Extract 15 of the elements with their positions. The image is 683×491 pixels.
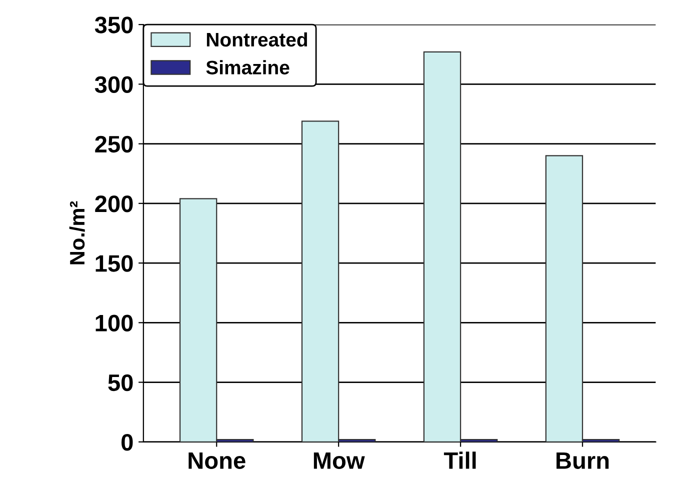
legend-label: Simazine bbox=[206, 60, 290, 74]
y-tick-label: 300 bbox=[94, 76, 133, 93]
y-axis-title: No./m² bbox=[69, 201, 85, 264]
y-tick-label: 50 bbox=[108, 374, 133, 392]
y-tick-label: 100 bbox=[96, 314, 133, 332]
y-tick-label: 250 bbox=[95, 136, 133, 153]
y-tick-label: 150 bbox=[96, 255, 133, 272]
legend-label: Nontreated bbox=[206, 32, 308, 47]
y-tick-label: 350 bbox=[94, 16, 133, 34]
y-tick-label: 0 bbox=[122, 434, 133, 451]
x-tick-label: Mow bbox=[314, 452, 365, 469]
y-tick-label: 200 bbox=[95, 195, 133, 212]
x-tick-label: Till bbox=[444, 452, 476, 469]
x-tick-label: Burn bbox=[556, 452, 609, 469]
x-tick-label: None bbox=[188, 452, 246, 469]
